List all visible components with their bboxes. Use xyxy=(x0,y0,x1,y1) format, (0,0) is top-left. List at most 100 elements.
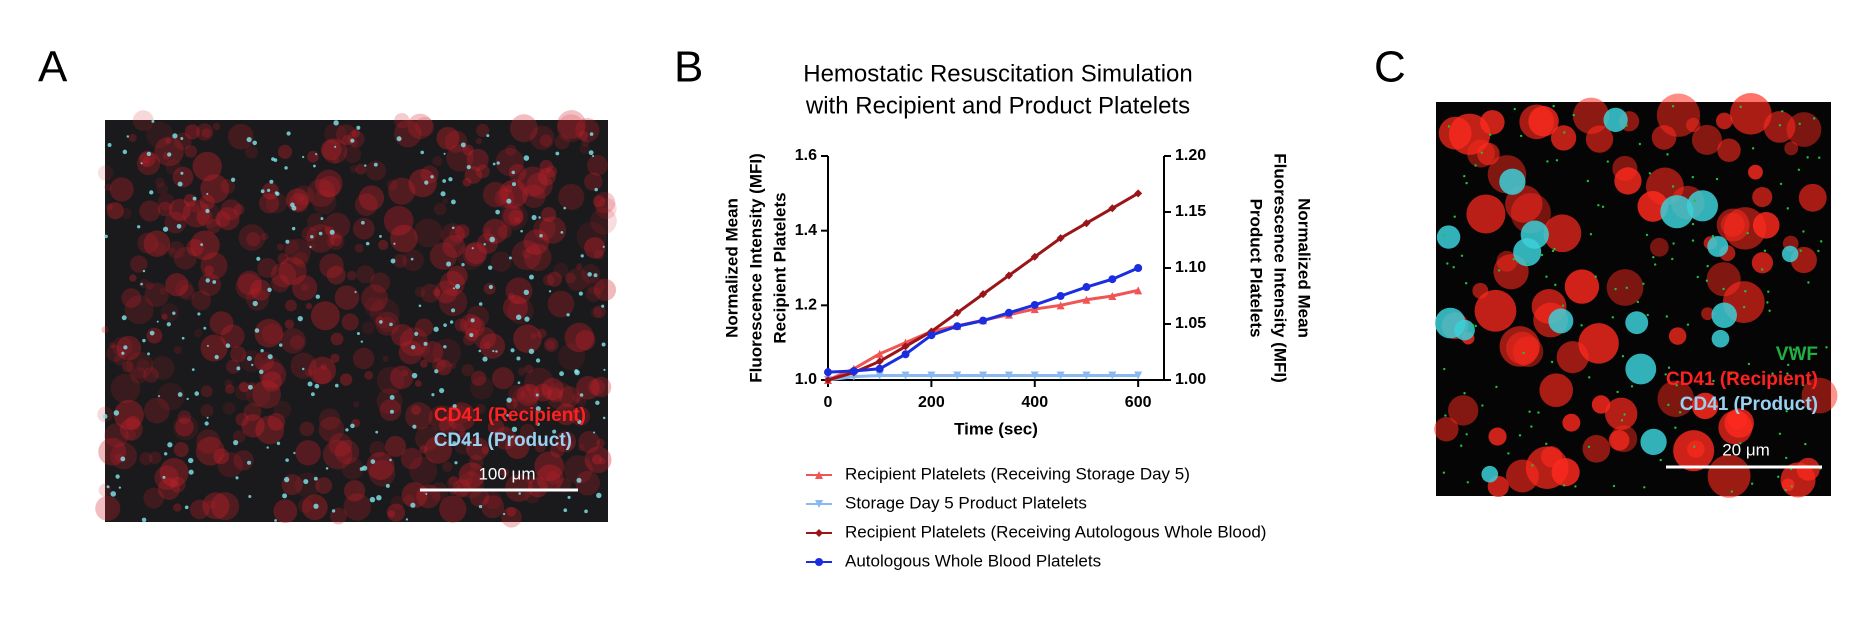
texture xyxy=(1667,366,1671,369)
texture xyxy=(559,371,565,377)
texture xyxy=(1564,269,1600,304)
texture xyxy=(234,383,252,401)
texture xyxy=(432,358,446,372)
texture xyxy=(499,202,528,231)
texture xyxy=(313,503,319,509)
texture xyxy=(146,151,152,157)
texture xyxy=(266,446,269,449)
texture xyxy=(534,451,565,482)
texture xyxy=(309,243,316,250)
texture xyxy=(163,452,168,456)
texture xyxy=(200,334,228,362)
texture xyxy=(130,255,148,273)
texture xyxy=(1434,307,1466,339)
texture xyxy=(1693,445,1696,448)
texture xyxy=(1778,432,1782,435)
texture xyxy=(523,289,529,296)
texture xyxy=(486,134,490,138)
texture xyxy=(563,455,593,485)
texture xyxy=(351,128,360,138)
texture xyxy=(278,257,307,286)
texture xyxy=(273,400,292,419)
texture xyxy=(119,417,143,441)
texture xyxy=(341,457,364,480)
scale-bar-label: 20 μm xyxy=(1722,440,1770,459)
texture xyxy=(149,330,155,336)
texture xyxy=(1652,255,1655,259)
y2-axis-label: Normalized Mean xyxy=(1295,198,1314,338)
texture xyxy=(172,311,176,315)
texture xyxy=(448,475,459,487)
texture xyxy=(419,359,428,368)
texture xyxy=(1551,458,1580,487)
texture xyxy=(438,287,468,317)
texture xyxy=(1727,410,1748,430)
texture xyxy=(585,286,601,302)
texture xyxy=(539,134,553,147)
texture xyxy=(378,316,396,333)
texture xyxy=(502,205,524,227)
marker xyxy=(1030,371,1039,380)
texture xyxy=(173,346,182,355)
texture xyxy=(588,150,594,156)
texture xyxy=(285,238,311,265)
texture xyxy=(1659,458,1662,462)
texture xyxy=(558,183,585,211)
texture xyxy=(593,249,604,260)
texture xyxy=(541,207,557,223)
texture xyxy=(303,479,309,485)
texture xyxy=(254,318,284,348)
texture xyxy=(294,472,320,498)
texture xyxy=(1806,156,1809,159)
texture xyxy=(343,145,361,164)
texture xyxy=(331,509,336,513)
texture xyxy=(415,426,440,452)
texture xyxy=(394,113,410,129)
texture xyxy=(526,475,535,484)
texture xyxy=(329,234,343,247)
texture xyxy=(244,145,258,159)
texture xyxy=(137,232,159,254)
texture xyxy=(578,291,583,296)
texture xyxy=(342,134,354,146)
texture xyxy=(553,262,569,278)
texture xyxy=(220,179,236,194)
texture xyxy=(130,367,147,384)
texture xyxy=(224,379,233,388)
texture xyxy=(284,476,290,483)
texture xyxy=(415,318,434,337)
texture xyxy=(207,500,216,509)
texture xyxy=(481,495,505,519)
texture xyxy=(285,239,290,244)
texture xyxy=(603,368,606,372)
texture xyxy=(519,423,536,440)
texture xyxy=(379,320,383,324)
texture xyxy=(319,253,344,279)
texture xyxy=(206,416,209,419)
texture xyxy=(121,351,125,355)
texture xyxy=(1620,419,1624,422)
x-axis-label: Time (sec) xyxy=(954,419,1038,438)
texture xyxy=(434,369,439,374)
texture xyxy=(200,385,213,398)
texture xyxy=(267,287,272,293)
texture xyxy=(460,142,466,148)
texture xyxy=(205,278,210,283)
series-line xyxy=(827,288,1139,382)
texture xyxy=(410,344,416,350)
texture xyxy=(530,333,537,340)
texture xyxy=(376,366,405,395)
texture xyxy=(555,403,578,426)
texture xyxy=(1705,279,1709,282)
texture xyxy=(1648,172,1652,175)
texture xyxy=(1797,168,1801,171)
texture xyxy=(596,492,602,499)
texture xyxy=(464,316,485,338)
texture xyxy=(1790,485,1793,488)
y-axis-label: Recipient Platelets xyxy=(770,192,789,343)
panel-letter: C xyxy=(1374,43,1406,92)
texture xyxy=(320,139,342,161)
texture xyxy=(361,220,365,225)
texture xyxy=(110,442,138,470)
texture xyxy=(267,354,273,360)
